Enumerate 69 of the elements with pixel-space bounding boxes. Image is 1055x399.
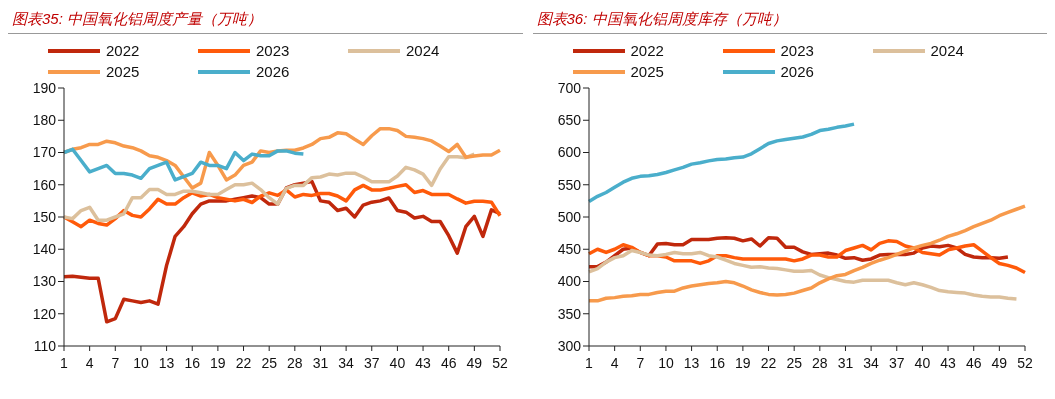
x-tick-label: 1 xyxy=(60,355,69,371)
y-tick-label: 350 xyxy=(557,305,581,322)
y-tick-label: 450 xyxy=(557,241,581,258)
x-tick-label: 25 xyxy=(261,355,278,371)
x-tick-label: 46 xyxy=(440,355,457,371)
x-tick-label: 7 xyxy=(635,355,644,371)
y-tick-label: 400 xyxy=(557,273,581,290)
line-series xyxy=(62,152,477,222)
legend-label: 2024 xyxy=(406,42,440,59)
y-tick-label: 500 xyxy=(557,208,581,225)
y-tick-label: 190 xyxy=(32,79,57,96)
x-tick-label: 31 xyxy=(837,355,853,371)
legend-label: 2022 xyxy=(106,42,140,59)
x-tick-label: 52 xyxy=(492,355,508,371)
chart-title: 图表35: 中国氧化铝周度产量（万吨） xyxy=(8,8,523,34)
x-tick-label: 22 xyxy=(235,355,252,371)
x-tick-label: 10 xyxy=(657,355,674,371)
x-tick-label: 46 xyxy=(965,355,982,371)
y-tick-label: 160 xyxy=(32,176,57,193)
x-tick-label: 28 xyxy=(287,355,303,371)
x-tick-label: 40 xyxy=(914,355,930,371)
legend-label: 2023 xyxy=(780,42,814,59)
legend-label: 2025 xyxy=(106,63,140,80)
legend-label: 2025 xyxy=(630,63,664,80)
x-tick-label: 34 xyxy=(338,355,355,371)
y-tick-label: 650 xyxy=(557,112,581,129)
y-tick-label: 170 xyxy=(32,144,57,161)
y-tick-label: 600 xyxy=(557,144,581,161)
y-tick-label: 180 xyxy=(32,112,57,129)
y-tick-label: 150 xyxy=(32,208,57,225)
y-tick-label: 130 xyxy=(32,273,57,290)
y-tick-label: 700 xyxy=(557,79,581,96)
legend-label: 2026 xyxy=(256,63,290,80)
x-tick-label: 28 xyxy=(811,355,828,371)
x-tick-label: 25 xyxy=(785,355,802,371)
chart-title: 图表36: 中国氧化铝周度库存（万吨） xyxy=(532,8,1047,34)
legend-label: 2026 xyxy=(780,63,814,80)
x-tick-label: 13 xyxy=(683,355,700,371)
x-tick-label: 52 xyxy=(1016,355,1033,371)
x-tick-label: 22 xyxy=(760,355,777,371)
x-tick-label: 19 xyxy=(734,355,751,371)
legend-label: 2022 xyxy=(630,42,664,59)
x-tick-label: 4 xyxy=(85,355,94,371)
x-tick-label: 43 xyxy=(939,355,956,371)
x-tick-label: 16 xyxy=(184,355,201,371)
legend-label: 2024 xyxy=(930,42,964,59)
x-tick-label: 37 xyxy=(888,355,905,371)
x-tick-label: 7 xyxy=(111,355,120,371)
x-tick-label: 16 xyxy=(708,355,725,371)
x-tick-label: 4 xyxy=(610,355,619,371)
line-series xyxy=(62,147,306,182)
x-tick-label: 31 xyxy=(312,355,329,371)
x-tick-label: 49 xyxy=(466,355,483,371)
x-tick-label: 40 xyxy=(389,355,406,371)
x-tick-label: 10 xyxy=(133,355,149,371)
x-tick-label: 1 xyxy=(584,355,593,371)
y-tick-label: 300 xyxy=(557,337,581,354)
y-tick-label: 550 xyxy=(557,176,581,193)
x-tick-label: 34 xyxy=(862,355,879,371)
y-tick-label: 140 xyxy=(32,241,57,258)
x-tick-label: 43 xyxy=(415,355,432,371)
y-tick-label: 120 xyxy=(32,305,57,322)
y-tick-label: 110 xyxy=(33,337,57,354)
line-series xyxy=(62,183,502,229)
x-tick-label: 37 xyxy=(363,355,380,371)
x-tick-label: 13 xyxy=(158,355,175,371)
x-tick-label: 19 xyxy=(210,355,226,371)
x-tick-label: 49 xyxy=(991,355,1007,371)
legend-label: 2023 xyxy=(256,42,290,59)
